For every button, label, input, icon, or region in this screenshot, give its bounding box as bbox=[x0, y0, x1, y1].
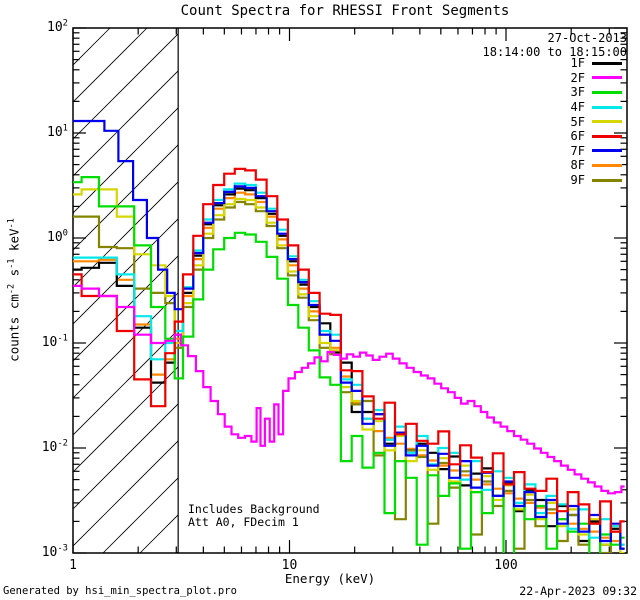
legend-time-range: 18:14:00 to 18:15:00 bbox=[482, 44, 628, 59]
legend-swatch-2F bbox=[592, 76, 622, 80]
series-5F bbox=[73, 188, 625, 553]
y-tick-label-10^-2: 10-2 bbox=[41, 438, 68, 455]
y-tick-label-10^-1: 10-1 bbox=[41, 333, 68, 350]
series-1F bbox=[73, 187, 625, 550]
chart-title: Count Spectra for RHESSI Front Segments bbox=[180, 3, 510, 19]
y-axis-label: counts cm-2 s-1 keV-1 bbox=[6, 218, 22, 362]
legend-entry-4F: 4F bbox=[571, 100, 622, 115]
legend-label-6F: 6F bbox=[570, 129, 585, 144]
legend-label-9F: 9F bbox=[570, 173, 585, 188]
legend-swatch-3F bbox=[592, 90, 622, 94]
x-axis-label: Energy (keV) bbox=[284, 571, 376, 586]
legend-label-8F: 8F bbox=[570, 158, 585, 173]
legend-label-2F: 2F bbox=[570, 70, 585, 85]
x-tick-label-1: 1 bbox=[69, 558, 77, 573]
legend-entry-6F: 6F bbox=[571, 129, 622, 144]
x-tick-label-10: 10 bbox=[281, 558, 298, 573]
footer-generator: Generated by hsi_min_spectra_plot.pro bbox=[3, 585, 237, 597]
axis-ticks bbox=[72, 27, 627, 554]
annotation-background: Includes Background bbox=[188, 502, 320, 516]
legend-label-7F: 7F bbox=[570, 143, 585, 158]
legend-swatch-4F bbox=[592, 105, 622, 109]
series-7F bbox=[73, 119, 625, 550]
hatched-lowenergy-region bbox=[73, 28, 179, 553]
y-tick-label-10^2: 102 bbox=[47, 18, 68, 35]
y-tick-label-10^-3: 10-3 bbox=[41, 543, 68, 560]
legend-label-5F: 5F bbox=[570, 114, 585, 129]
annotation-attenuator: Att A0, FDecim 1 bbox=[188, 514, 299, 529]
legend-swatch-5F bbox=[592, 120, 622, 124]
legend-swatch-9F bbox=[592, 178, 622, 182]
series-2F bbox=[73, 284, 625, 495]
spectra-series bbox=[73, 119, 625, 553]
legend-date: 27-Oct-2013 bbox=[547, 31, 627, 45]
plot-frame bbox=[72, 27, 628, 554]
footer-timestamp: 22-Apr-2023 09:32 bbox=[519, 584, 637, 598]
series-4F bbox=[73, 182, 625, 546]
legend-swatch-6F bbox=[592, 134, 622, 138]
y-tick-label-10^0: 100 bbox=[47, 228, 68, 245]
legend-label-3F: 3F bbox=[570, 85, 585, 100]
legend-swatch-7F bbox=[592, 149, 622, 153]
legend-entry-7F: 7F bbox=[571, 144, 622, 159]
legend-entry-9F: 9F bbox=[571, 173, 622, 188]
legend-entry-8F: 8F bbox=[571, 158, 622, 173]
legend-swatch-1F bbox=[592, 61, 622, 65]
legend-entry-3F: 3F bbox=[571, 85, 622, 100]
legend: 1F 2F 3F 4F 5F 6F 7F 8F 9F bbox=[571, 56, 622, 187]
series-6F bbox=[73, 167, 625, 533]
legend-label-1F: 1F bbox=[570, 56, 585, 71]
legend-entry-2F: 2F bbox=[571, 71, 622, 86]
legend-entry-1F: 1F bbox=[571, 56, 622, 71]
legend-entry-5F: 5F bbox=[571, 114, 622, 129]
plot-annotations: Includes Background Att A0, FDecim 1 bbox=[188, 503, 320, 528]
series-3F bbox=[73, 176, 625, 553]
x-tick-label-100: 100 bbox=[494, 558, 518, 573]
legend-label-4F: 4F bbox=[570, 100, 585, 115]
legend-swatch-8F bbox=[592, 163, 622, 167]
y-tick-label-10^1: 101 bbox=[47, 123, 68, 140]
